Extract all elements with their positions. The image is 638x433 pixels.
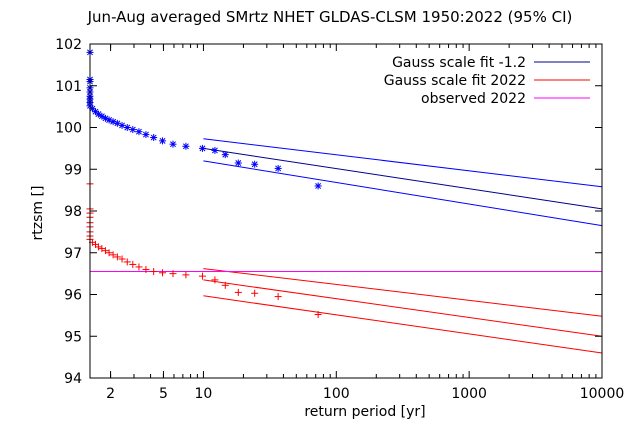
legend-label: observed 2022 [421, 91, 526, 107]
x-tick-label: 100 [323, 386, 350, 402]
star-marker [182, 143, 189, 150]
y-tick-label: 100 [55, 121, 82, 137]
x-tick-label: 2 [106, 386, 115, 402]
y-tick-label: 94 [64, 371, 82, 387]
plus-marker [150, 268, 157, 275]
fit-line [203, 139, 602, 187]
star-marker [315, 182, 322, 189]
fit-line [203, 280, 602, 336]
legend-label: Gauss scale fit -1.2 [392, 55, 526, 71]
plus-marker [235, 289, 242, 296]
fit-line [203, 296, 602, 353]
fit-line [203, 269, 602, 317]
legend-entry: Gauss scale fit -1.2 [392, 55, 590, 71]
star-marker [275, 165, 282, 172]
plus-marker [199, 273, 206, 280]
x-axis-label: return period [yr] [304, 404, 425, 420]
y-tick-label: 102 [55, 37, 82, 53]
y-axis-label: rtzsm [] [30, 186, 46, 241]
x-tick-label: 5 [159, 386, 168, 402]
legend-label: Gauss scale fit 2022 [384, 73, 526, 89]
x-tick-label: 10 [195, 386, 213, 402]
star-marker [199, 145, 206, 152]
star-marker [142, 131, 149, 138]
fit-line [203, 148, 602, 209]
star-marker [251, 161, 258, 168]
x-tick-label: 10000 [580, 386, 625, 402]
plus-marker [275, 293, 282, 300]
y-tick-label: 99 [64, 162, 82, 178]
y-tick-label: 101 [55, 79, 82, 95]
chart-title: Jun-Aug averaged SMrtz NHET GLDAS-CLSM 1… [87, 8, 573, 26]
legend-entry: Gauss scale fit 2022 [384, 73, 590, 89]
y-tick-label: 98 [64, 204, 82, 220]
legend-entry: observed 2022 [421, 91, 590, 107]
legend: Gauss scale fit -1.2 Gauss scale fit 2022… [384, 55, 590, 107]
plus-marker [159, 269, 166, 276]
star-marker [159, 137, 166, 144]
star-marker [135, 128, 142, 135]
star-marker [169, 141, 176, 148]
star-marker [222, 151, 229, 158]
star-marker [129, 126, 136, 133]
y-tick-label: 95 [64, 329, 82, 345]
star-marker [235, 159, 242, 166]
x-tick-label: 1000 [451, 386, 487, 402]
star-marker [150, 134, 157, 141]
fit-line [203, 161, 602, 226]
y-tick-label: 96 [64, 288, 82, 304]
plus-marker [251, 290, 258, 297]
y-tick-label: 97 [64, 246, 82, 262]
star-marker [211, 147, 218, 154]
plus-marker [182, 271, 189, 278]
plus-marker [135, 263, 142, 270]
